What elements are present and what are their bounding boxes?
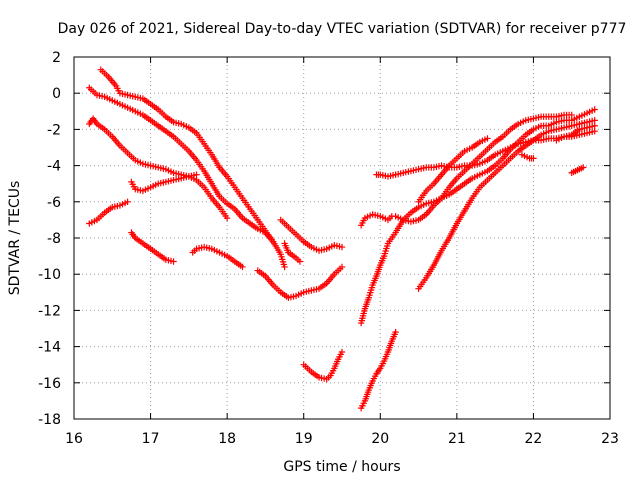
y-axis-label: SDTVAR / TECUs — [7, 181, 23, 296]
y-tick-label: -12 — [38, 303, 61, 319]
x-tick-label: 16 — [65, 431, 83, 447]
data-point — [580, 164, 587, 171]
y-tick-label: -8 — [47, 231, 61, 247]
data-point — [269, 238, 277, 245]
grid-lines — [74, 57, 610, 419]
chart-title: Day 026 of 2021, Sidereal Day-to-day VTE… — [58, 21, 627, 37]
series-track-6 — [128, 229, 177, 265]
series-track-13 — [357, 106, 598, 327]
series-track-19 — [518, 151, 537, 162]
data-point — [223, 214, 231, 222]
series-track-2 — [86, 84, 277, 245]
x-tick-label: 18 — [218, 431, 236, 447]
x-axis-label: GPS time / hours — [283, 459, 400, 475]
data-point — [591, 106, 598, 113]
y-tick-label: -18 — [38, 412, 61, 428]
series-track-18 — [415, 117, 598, 292]
series-track-8 — [254, 263, 346, 301]
data-point — [591, 128, 598, 135]
series-track-7 — [189, 243, 246, 271]
data-point — [170, 258, 177, 265]
y-tick-label: -2 — [47, 122, 61, 138]
x-tick-label: 19 — [295, 431, 313, 447]
series-track-5 — [86, 198, 131, 227]
series-track-12 — [357, 328, 399, 412]
data-point — [296, 258, 304, 265]
y-tick-label: 2 — [52, 50, 61, 66]
x-tick-label: 22 — [525, 431, 543, 447]
x-tick-label: 21 — [448, 431, 466, 447]
x-tick-label: 17 — [142, 431, 160, 447]
series-track-16 — [392, 111, 575, 225]
series-track-17 — [415, 135, 491, 205]
series-track-11 — [300, 348, 346, 383]
y-tick-label: -10 — [38, 267, 61, 283]
y-tick-label: -6 — [47, 195, 61, 211]
data-point — [281, 263, 288, 271]
data-point — [591, 122, 598, 129]
data-points — [86, 66, 598, 412]
x-tick-label: 23 — [601, 431, 619, 447]
data-point — [484, 135, 491, 142]
data-point — [338, 348, 346, 356]
series-track-14 — [357, 211, 395, 229]
axis-ticks: 16 17 18 19 20 21 22 2320-2-4-6-8-10-12-14-16-1… — [38, 50, 619, 447]
data-point — [338, 263, 346, 271]
data-point — [568, 111, 575, 119]
data-point — [193, 171, 200, 178]
data-point — [338, 243, 346, 251]
data-point — [124, 198, 131, 205]
x-tick-label: 20 — [371, 431, 389, 447]
data-point — [392, 328, 399, 336]
series-track-9 — [277, 216, 346, 254]
series-track-10 — [281, 240, 304, 265]
y-tick-label: 0 — [52, 86, 61, 102]
series-track-4 — [128, 171, 200, 195]
series-track-20 — [568, 164, 587, 177]
y-tick-label: -4 — [47, 159, 61, 175]
y-tick-label: -16 — [38, 376, 61, 392]
data-point — [591, 117, 598, 124]
data-point — [530, 155, 537, 162]
series-track-21 — [553, 122, 598, 144]
data-point — [239, 263, 246, 271]
y-tick-label: -14 — [38, 340, 61, 356]
